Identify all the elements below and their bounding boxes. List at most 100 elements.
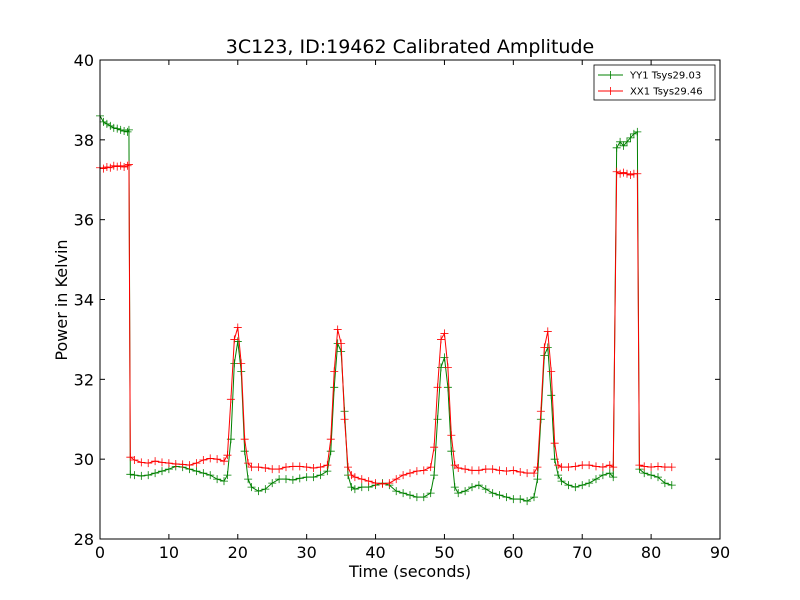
data-point-marker [406, 491, 414, 500]
plot-series [96, 111, 676, 506]
data-point-marker [433, 383, 442, 392]
data-point-marker [437, 363, 445, 372]
data-point-marker [309, 463, 318, 472]
data-point-marker [612, 167, 621, 176]
data-point-marker [447, 447, 456, 456]
data-point-marker [523, 469, 532, 478]
data-point-marker [158, 467, 166, 476]
data-point-marker [378, 479, 387, 488]
data-point-marker [268, 479, 277, 488]
data-point-marker [592, 462, 600, 471]
data-point-marker [164, 459, 173, 468]
data-point-marker [612, 143, 621, 152]
data-point-marker [654, 462, 662, 471]
data-point-marker [192, 459, 201, 468]
data-point-marker [419, 493, 428, 502]
chart-title: 3C123, ID:19462 Calibrated Amplitude [226, 36, 594, 58]
data-point-marker [220, 457, 228, 466]
data-point-marker [116, 125, 125, 134]
data-point-marker [399, 471, 408, 480]
data-point-marker [261, 463, 270, 472]
legend-box [593, 64, 716, 101]
data-point-marker [578, 481, 587, 490]
data-point-marker [516, 467, 525, 476]
data-point-marker [419, 466, 428, 475]
y-tick-label: 30 [74, 450, 94, 469]
series-line [99, 163, 672, 485]
data-point-marker [233, 323, 242, 332]
y-tick-label: 34 [74, 291, 94, 310]
data-point-marker [647, 463, 656, 472]
data-point-marker [557, 477, 566, 486]
data-point-marker [509, 466, 518, 475]
y-tick-label: 38 [74, 131, 94, 150]
data-point-marker [392, 475, 401, 484]
data-point-marker [237, 359, 246, 368]
data-point-marker [316, 463, 325, 472]
data-point-marker [302, 463, 311, 472]
data-point-marker [233, 337, 242, 346]
data-point-marker [109, 123, 118, 132]
plot-frame [99, 59, 721, 540]
data-point-marker [213, 475, 222, 484]
data-point-marker [509, 495, 518, 504]
data-point-marker [192, 467, 201, 476]
data-point-marker [116, 161, 125, 170]
data-point-marker [536, 407, 545, 416]
data-point-marker [598, 471, 607, 480]
data-point-marker [254, 463, 263, 472]
data-point-marker [609, 473, 618, 482]
data-point-marker [399, 489, 408, 498]
data-point-marker [309, 473, 318, 482]
data-point-marker [454, 463, 463, 472]
data-point-marker [474, 466, 483, 475]
x-tick-label: 60 [503, 543, 523, 562]
data-point-marker [102, 162, 111, 171]
data-point-marker [230, 359, 239, 368]
data-point-marker [481, 465, 490, 474]
data-point-marker [261, 485, 270, 494]
data-point-marker [126, 470, 135, 479]
data-point-marker [230, 335, 239, 344]
data-point-marker [623, 169, 631, 178]
data-point-marker [629, 129, 638, 138]
data-point-marker [554, 461, 563, 470]
data-point-marker [275, 475, 284, 484]
data-point-marker [667, 463, 676, 472]
y-tick-label: 36 [74, 211, 94, 230]
data-point-marker [347, 471, 356, 480]
data-point-marker [461, 487, 470, 496]
data-point-marker [667, 481, 676, 490]
data-point-marker [605, 461, 614, 470]
data-point-marker [392, 487, 401, 496]
data-point-marker [564, 481, 573, 490]
legend-marker [606, 71, 615, 79]
data-point-marker [151, 457, 160, 466]
data-point-marker [123, 161, 132, 170]
data-point-marker [633, 169, 642, 178]
data-point-marker [623, 137, 631, 146]
data-point-marker [533, 463, 542, 472]
data-point-marker [502, 493, 511, 502]
data-point-marker [474, 481, 483, 490]
y-axis-label: Power in Kelvin [52, 239, 71, 360]
data-point-marker [450, 483, 459, 492]
data-point-marker [660, 479, 669, 488]
data-point-marker [468, 483, 476, 492]
data-point-marker [640, 469, 649, 478]
data-point-marker [430, 471, 439, 480]
x-tick-label: 90 [710, 543, 730, 562]
data-point-marker [530, 469, 538, 478]
data-point-marker [523, 497, 532, 506]
data-point-marker [481, 485, 490, 494]
data-point-marker [530, 493, 538, 502]
data-point-marker [605, 469, 614, 478]
data-point-marker [144, 459, 153, 468]
data-point-marker [385, 479, 394, 488]
x-tick-label: 50 [434, 543, 454, 562]
data-point-marker [585, 479, 594, 488]
data-point-marker [158, 458, 166, 467]
data-point-marker [223, 471, 232, 480]
data-point-marker [326, 435, 335, 444]
